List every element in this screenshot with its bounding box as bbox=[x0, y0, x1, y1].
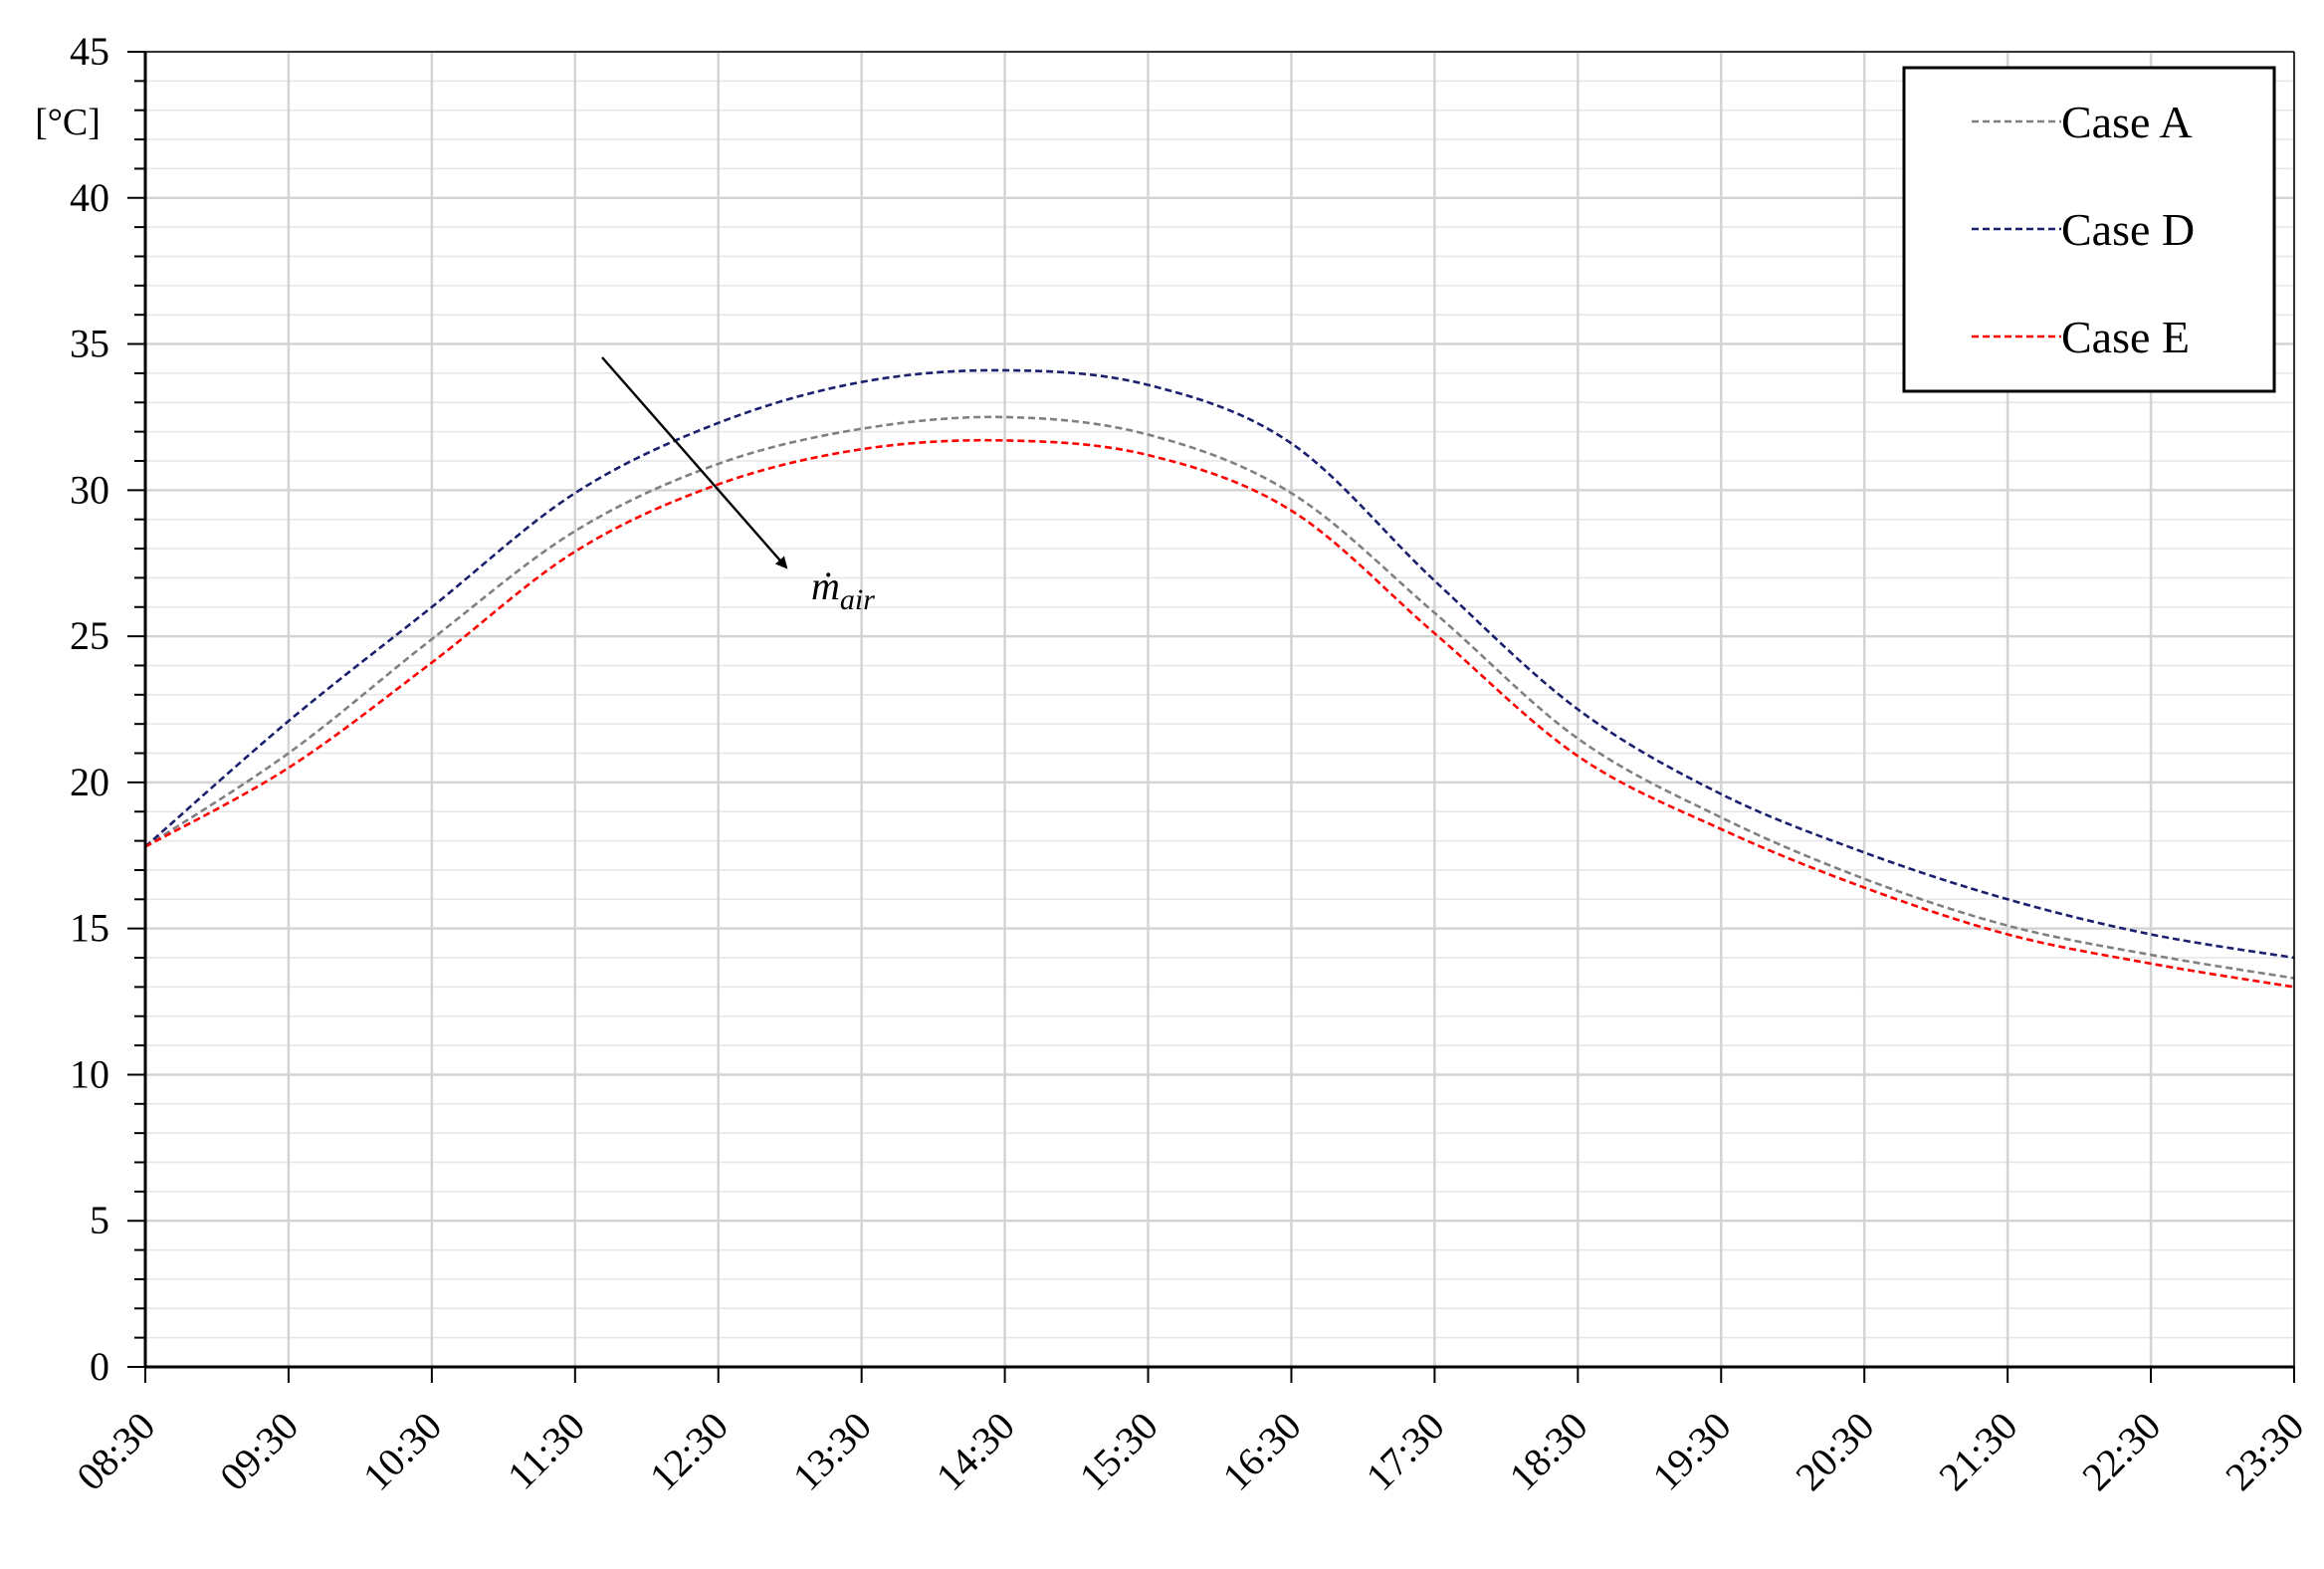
series-layer bbox=[144, 368, 2295, 989]
series-line-case-d bbox=[144, 368, 2295, 960]
legend-box bbox=[1902, 66, 2276, 393]
y-tick-label: 5 bbox=[90, 1198, 109, 1242]
y-tick-label: 35 bbox=[70, 322, 109, 366]
legend-label-case-a: Case A bbox=[2061, 97, 2193, 147]
y-tick-label: 30 bbox=[70, 467, 109, 512]
series-line-case-a bbox=[144, 415, 2295, 980]
annotation-arrow bbox=[601, 356, 788, 569]
y-tick-label: 40 bbox=[70, 175, 109, 220]
y-tick-label: 15 bbox=[70, 906, 109, 951]
y-tick-label: 45 bbox=[70, 29, 109, 74]
series-line-case-e bbox=[144, 438, 2295, 989]
y-axis-label: [°C] bbox=[35, 102, 101, 143]
y-tick-label: 10 bbox=[70, 1051, 109, 1096]
y-tick-label: 20 bbox=[70, 760, 109, 804]
y-tick-label: 0 bbox=[90, 1344, 109, 1389]
annotation-label: ṁair bbox=[811, 563, 875, 616]
mass-flow-annotation: ṁair bbox=[601, 356, 875, 616]
annotation-subscript: air bbox=[840, 583, 875, 616]
legend: Case A Case D Case E bbox=[1902, 66, 2276, 393]
legend-label-case-d: Case D bbox=[2061, 204, 2195, 255]
annotation-symbol: ṁ bbox=[811, 563, 840, 608]
legend-label-case-e: Case E bbox=[2061, 312, 2190, 362]
y-tick-label: 25 bbox=[70, 613, 109, 658]
